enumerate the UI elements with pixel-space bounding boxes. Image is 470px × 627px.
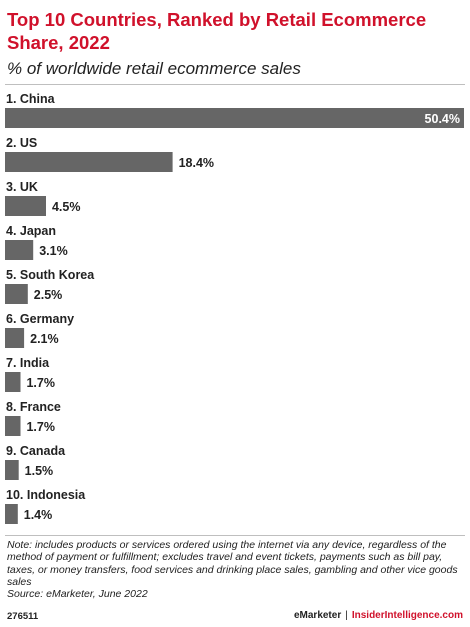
value-label: 18.4% xyxy=(179,156,214,170)
bar xyxy=(5,240,34,260)
category-label: 5. South Korea xyxy=(6,268,95,282)
footnote: Note: includes products or services orde… xyxy=(7,539,465,600)
category-label: 1. China xyxy=(6,92,56,106)
brand-footer: eMarketer | InsiderIntelligence.com xyxy=(294,610,463,621)
value-label: 2.1% xyxy=(30,332,59,346)
chart-title: Top 10 Countries, Ranked by Retail Ecomm… xyxy=(7,9,427,53)
value-label: 50.4% xyxy=(425,112,460,126)
bar xyxy=(5,460,19,480)
brand-insider-intelligence[interactable]: InsiderIntelligence.com xyxy=(351,610,463,621)
bar xyxy=(5,416,21,436)
category-label: 2. US xyxy=(6,136,37,150)
footer-divider xyxy=(5,535,465,536)
category-label: 8. France xyxy=(6,400,61,414)
category-label: 9. Canada xyxy=(6,444,66,458)
chart-subtitle: % of worldwide retail ecommerce sales xyxy=(7,59,301,78)
bar xyxy=(5,108,464,128)
bar xyxy=(5,196,46,216)
category-label: 10. Indonesia xyxy=(6,488,86,502)
value-label: 4.5% xyxy=(52,200,81,214)
brand-emarketer: eMarketer xyxy=(293,610,342,621)
bar xyxy=(5,152,173,172)
bar xyxy=(5,372,21,392)
footnote-source: Source: eMarketer, June 2022 xyxy=(7,588,148,601)
value-label: 3.1% xyxy=(39,244,68,258)
category-label: 4. Japan xyxy=(6,224,56,238)
footnote-note: Note: includes products or services orde… xyxy=(7,539,458,588)
bar xyxy=(5,504,18,524)
value-label: 1.5% xyxy=(25,464,53,478)
category-label: 6. Germany xyxy=(6,312,74,326)
value-label: 1.7% xyxy=(26,376,55,390)
category-label: 7. India xyxy=(6,356,50,370)
value-label: 1.4% xyxy=(24,508,53,522)
value-label: 2.5% xyxy=(34,288,63,302)
brand-separator: | xyxy=(345,610,348,621)
category-label: 3. UK xyxy=(6,180,38,194)
value-label: 1.7% xyxy=(26,420,55,434)
bar xyxy=(5,284,28,304)
chart-id: 276511 xyxy=(7,611,39,622)
bar-chart: 1. China 50.4% 2. US 18.4% 3. UK 4.5% 4. Japan… xyxy=(5,92,464,524)
bar xyxy=(5,328,25,348)
title-divider xyxy=(5,84,465,85)
